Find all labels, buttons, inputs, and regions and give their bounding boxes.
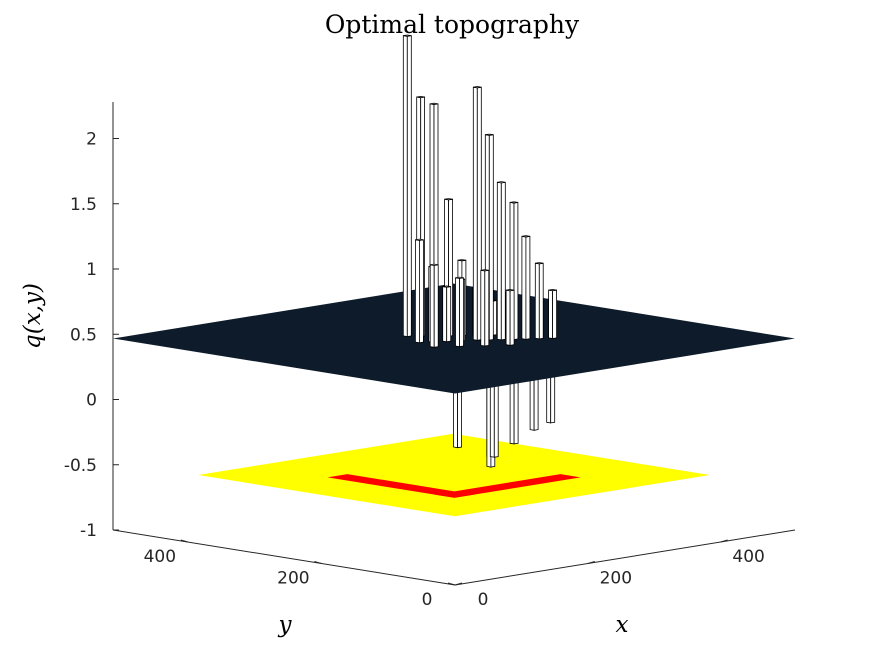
bar [402,34,412,338]
bar-top [509,201,518,204]
base-outer-region [198,433,710,517]
y-tick-label: 400 [144,547,176,567]
y-tick-mark [447,582,456,586]
y-axis: 0 200 400 y [112,529,456,638]
base-layer [198,433,710,517]
bar [534,262,544,340]
y-axis-label: y [278,612,293,638]
base-inner-region [327,474,475,498]
bar-top [416,95,425,99]
z-tick-label: -1 [80,521,97,541]
bar [414,238,424,344]
bar-face [455,277,460,348]
bar-face [513,201,519,341]
bar [442,285,452,343]
z-tick-label: 1 [86,260,97,280]
bar-face [521,235,527,340]
z-tick-label: 1.5 [70,195,97,215]
bar-top [442,285,451,288]
bar-top [506,289,515,292]
bar-face [484,269,490,347]
y-tick-label: 0 [422,590,433,610]
bar-top [485,133,494,136]
bar [496,181,506,341]
bar-face [525,235,531,340]
base-inner-region [434,474,581,498]
bar-face [500,181,506,341]
x-axis-line [454,529,796,586]
z-tick-label: -0.5 [64,456,97,476]
x-tick-label: 400 [732,547,764,567]
z-tick-label: 2 [86,130,97,150]
bar-top [430,263,439,266]
bar [505,289,515,346]
bar-face [402,35,408,338]
bar-top [473,86,482,89]
bar [472,86,482,341]
bar-face [496,181,502,341]
zero-plane-surface [113,283,795,394]
bar-face [480,269,486,347]
bar-face [488,134,494,341]
bars-above-plane [402,34,557,348]
bar [455,276,464,348]
bar-top [480,269,489,272]
bar-face [414,239,420,344]
bar [484,133,494,341]
bar-face [552,289,557,339]
x-tick-label: 200 [600,569,632,589]
bar [521,235,531,340]
bar [480,269,490,347]
y-tick-mark [180,539,188,543]
bar-face [548,289,553,339]
bar-top [444,198,453,201]
x-tick-mark [720,539,728,543]
bar-face [406,35,412,338]
y-tick-mark [314,561,322,564]
x-axis: 0 200 400 x [454,529,796,638]
bar-face [459,277,464,348]
bar-top [429,102,439,105]
bar-face [418,239,424,344]
z-tick-label: 0 [86,391,97,411]
bar-top [415,238,424,241]
x-tick-mark [587,561,595,564]
bar-top [521,235,530,238]
bar-top [457,259,466,262]
chart-title: Optimal topography [325,10,580,39]
z-axis-label: q(x,y) [20,283,46,349]
bar-face [472,86,478,341]
bar-face [446,286,452,343]
bar-top [455,276,464,279]
z-tick-label: 0.5 [70,325,97,345]
bar-top [548,288,557,292]
x-tick-label: 0 [478,590,489,610]
x-tick-mark [454,582,463,586]
bar-face [534,262,540,340]
bar-face [433,264,439,348]
bar-face [509,289,515,346]
bar-top [497,181,506,184]
bar-top [535,262,544,265]
bar-face [505,289,511,346]
bar-top [403,34,412,37]
bar [429,263,439,348]
x-axis-label: x [616,612,629,638]
y-tick-label: 200 [277,569,309,589]
y-axis-line [112,529,456,586]
bar-face [429,264,435,348]
z-axis: -1 -0.5 0 0.5 1 1.5 2 q(x,y) [20,102,119,541]
bar-face [442,286,448,343]
bar [548,288,557,339]
bar-face [538,262,544,340]
